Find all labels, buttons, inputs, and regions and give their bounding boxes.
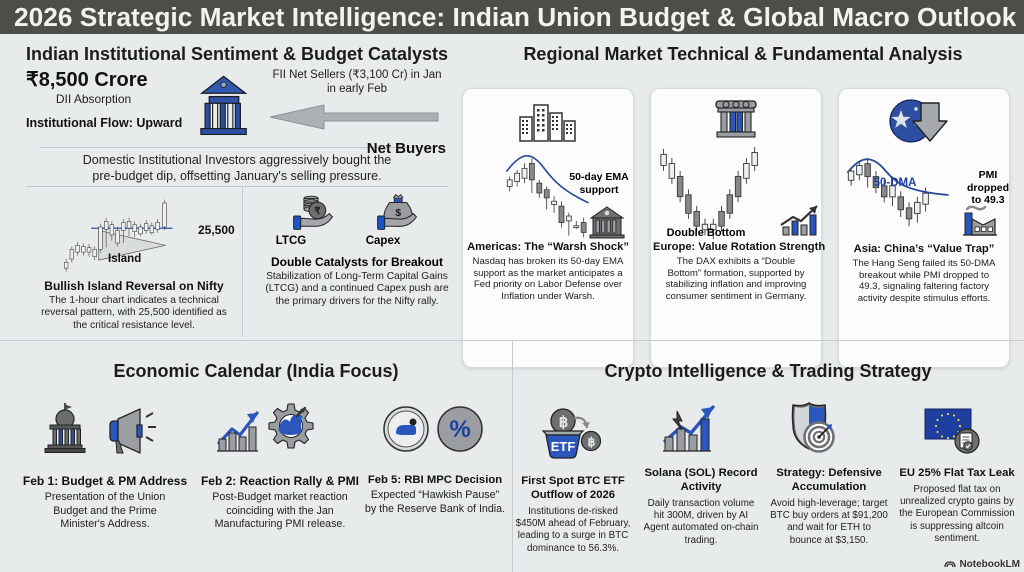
svg-text:₹: ₹ — [314, 206, 321, 217]
svg-text:%: % — [449, 416, 470, 443]
svg-text:$: $ — [396, 208, 402, 219]
svg-text:฿: ฿ — [559, 414, 569, 431]
svg-text:ETF: ETF — [551, 439, 576, 454]
svg-text:฿: ฿ — [588, 435, 596, 449]
